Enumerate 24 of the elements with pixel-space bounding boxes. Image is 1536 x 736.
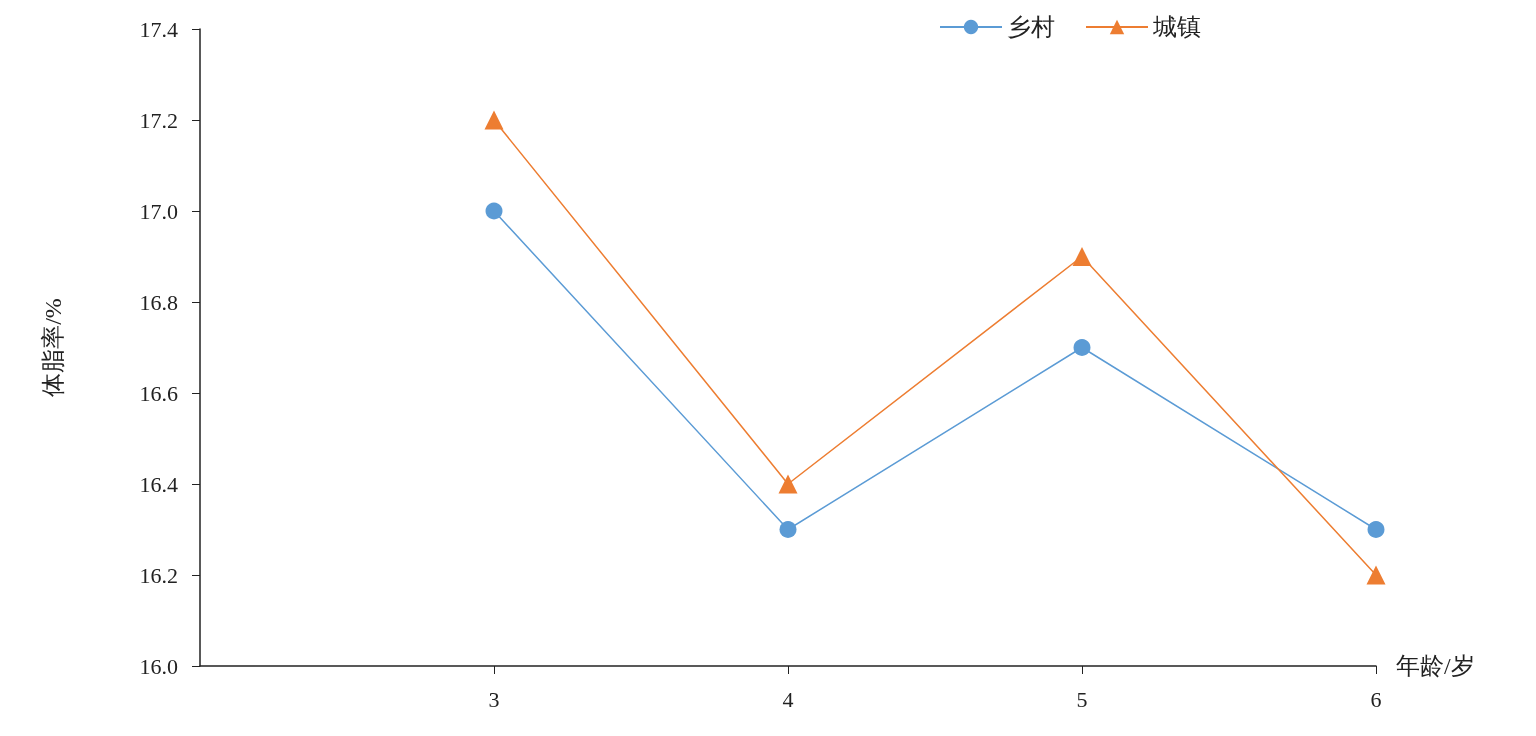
point [1367, 521, 1385, 538]
point [484, 110, 504, 130]
y-tick-label: 17.4 [139, 16, 178, 42]
x-tick-label: 5 [1076, 686, 1088, 712]
legend-label: 乡村 [1007, 14, 1055, 40]
x-axis-title: 年龄/岁 [1396, 653, 1475, 679]
point [485, 202, 503, 220]
point [778, 474, 798, 494]
y-tick-label: 17.0 [139, 198, 178, 224]
y-tick-label: 16.6 [139, 380, 178, 406]
y-tick-label: 16.4 [139, 471, 178, 497]
point [1366, 565, 1386, 585]
y-tick-label: 17.2 [139, 107, 178, 133]
point [1072, 247, 1092, 266]
y-tick-label: 16.0 [139, 653, 178, 679]
y-axis-title: 体脂率/% [40, 298, 66, 397]
x-tick-label: 6 [1370, 686, 1382, 712]
point [779, 521, 797, 538]
legend-label: 城镇 [1152, 14, 1201, 40]
y-tick-label: 16.2 [139, 562, 178, 588]
x-tick-label: 3 [488, 686, 500, 712]
point [1073, 339, 1091, 356]
x-tick-label: 4 [782, 686, 794, 712]
y-tick-label: 16.8 [139, 289, 178, 315]
